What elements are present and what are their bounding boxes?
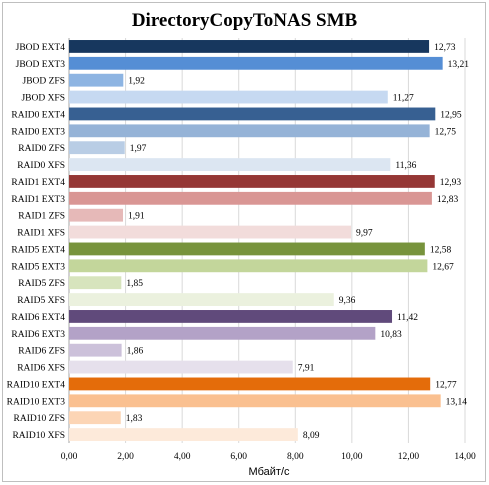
x-tick-label: 2,00 [117,452,134,462]
x-tick-label: 10,00 [341,452,363,462]
value-label: 13,14 [446,397,468,407]
bar [69,56,443,70]
value-label: 1,97 [130,144,147,154]
category-label: JBOD EXT4 [16,43,66,53]
category-label: RAID1 ZFS [18,212,65,222]
value-label: 12,75 [435,127,457,137]
bar [69,343,122,357]
value-label: 12,58 [430,245,452,255]
x-tick-label: 8,00 [287,452,304,462]
bar [69,191,432,205]
bar [69,90,388,104]
value-label: 1,83 [126,414,143,424]
value-label: 1,92 [128,77,145,87]
value-label: 12,83 [437,195,459,205]
value-label: 12,93 [440,178,462,188]
value-label: 11,27 [393,94,414,104]
bar [69,411,121,425]
category-label: RAID5 EXT4 [11,245,65,255]
value-label: 9,97 [356,229,373,239]
bar [69,124,430,138]
value-label: 11,36 [395,161,416,171]
value-labels: 12,73 13,21 1,92 11,27 12,95 12,75 1,97 11,36 12… [126,43,470,441]
bar [69,208,124,222]
category-label: RAID6 EXT3 [11,330,65,340]
category-label: RAID1 EXT4 [11,178,65,188]
category-label: RAID0 XFS [17,161,65,171]
category-label: RAID10 XFS [12,431,65,441]
category-label: RAID0 ZFS [18,144,65,154]
bar [69,158,391,171]
value-label: 9,36 [339,296,356,306]
bar [69,175,435,188]
category-label: RAID1 EXT3 [11,195,65,205]
bar [69,225,352,239]
value-label: 11,42 [397,313,418,323]
x-tick-label: 14,00 [454,452,476,462]
category-label: RAID0 EXT3 [11,127,65,137]
bar [69,73,124,87]
category-label: RAID6 EXT4 [11,313,65,323]
x-tick-label: 6,00 [230,452,247,462]
value-label: 10,83 [380,330,402,340]
category-label: JBOD EXT3 [16,60,66,70]
bar [69,360,293,374]
bar [69,310,393,323]
bar [69,326,376,340]
x-tick-label: 4,00 [174,452,191,462]
bar [69,377,431,391]
category-label: RAID10 EXT3 [7,397,66,407]
x-axis-title: Мбайт/с [248,466,290,478]
category-label: RAID10 ZFS [14,414,65,424]
category-label: RAID5 XFS [17,296,65,306]
value-label: 8,09 [303,431,320,441]
category-label: RAID10 EXT4 [7,380,66,390]
gridlines [68,38,466,443]
category-label: RAID1 XFS [17,229,65,239]
value-label: 1,91 [128,212,145,222]
category-label: RAID0 EXT4 [11,110,65,120]
bar [69,107,436,121]
bar [69,141,125,155]
bar [69,428,298,441]
bars [69,40,443,441]
bar [69,40,430,53]
x-tick-label: 12,00 [398,452,420,462]
value-label: 12,77 [435,380,457,390]
value-label: 1,86 [127,347,144,357]
x-tick-labels: 0,00 2,00 4,00 6,00 8,00 10,00 12,00 14,00 [61,452,476,462]
category-label: RAID5 ZFS [18,279,65,289]
bar [69,259,428,273]
category-label: JBOD XFS [21,94,65,104]
chart-title: DirectoryCopyToNAS SMB [131,10,358,31]
category-label: RAID5 EXT3 [11,262,65,272]
value-label: 12,73 [434,43,456,53]
value-label: 12,67 [432,262,454,272]
category-label: RAID6 XFS [17,364,65,374]
bar [69,242,425,256]
bar [69,394,441,408]
value-label: 1,85 [126,279,143,289]
category-labels: JBOD EXT4 JBOD EXT3 JBOD ZFS JBOD XFS RAID0 … [7,43,66,441]
category-label: JBOD ZFS [23,77,66,87]
value-label: 12,95 [440,110,462,120]
category-label: RAID6 ZFS [18,347,65,357]
value-label: 13,21 [448,60,470,70]
bar [69,276,122,290]
value-label: 7,91 [298,364,315,374]
x-tick-label: 0,00 [61,452,78,462]
bar [69,293,334,306]
